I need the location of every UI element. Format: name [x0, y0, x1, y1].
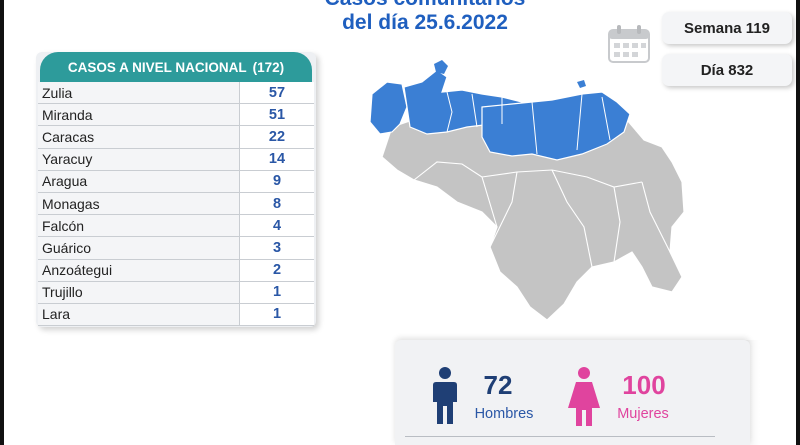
state-value: 1: [239, 281, 314, 303]
map-region-lines-blue: [446, 91, 611, 155]
state-value: 4: [239, 215, 314, 237]
table-row: Yaracuy 14: [38, 148, 314, 171]
title-date: del día 25.6.2022: [342, 11, 508, 34]
state-value: 9: [239, 170, 314, 192]
state-name: Miranda: [38, 104, 239, 126]
table-row: Guárico 3: [38, 237, 314, 260]
state-value: 22: [239, 126, 314, 148]
table-row: Lara 1: [38, 303, 314, 327]
male-label: Hombres: [474, 406, 534, 422]
cases-table-total: (172): [252, 59, 285, 75]
table-row: Miranda 51: [38, 104, 314, 127]
table-row: Zulia 57: [38, 82, 314, 105]
title-partial: Casos comunitarios: [300, 0, 550, 11]
male-count: 72: [483, 370, 513, 400]
state-name: Monagas: [38, 192, 239, 215]
state-name: Zulia: [38, 82, 239, 104]
male-icon: [433, 367, 457, 424]
state-value: 14: [239, 148, 314, 170]
state-name: Falcón: [38, 215, 239, 237]
female-count: 100: [622, 370, 666, 400]
table-row: Trujillo 1: [38, 281, 314, 304]
state-name: Yaracuy: [38, 148, 239, 170]
venezuela-map: [369, 60, 685, 321]
table-row: Falcón 4: [38, 215, 314, 238]
map-highlight-zulia: [369, 81, 408, 135]
female-label: Mujeres: [617, 406, 669, 422]
state-value: 1: [239, 303, 314, 326]
cases-table-header: CASOS A NIVEL NACIONAL (172): [40, 52, 312, 82]
state-name: Anzoátegui: [38, 259, 239, 281]
frame-edge-right: [796, 0, 800, 445]
map-island: [434, 60, 448, 74]
state-value: 8: [239, 192, 314, 215]
map-island-east: [577, 80, 586, 88]
table-row: Aragua 9: [38, 170, 314, 193]
week-badge: Semana 119: [662, 12, 792, 44]
state-name: Lara: [38, 303, 239, 326]
state-value: 57: [239, 82, 314, 104]
table-row: Caracas 22: [38, 126, 314, 149]
state-name: Trujillo: [38, 281, 239, 303]
table-row: Anzoátegui 2: [38, 259, 314, 282]
state-value: 51: [239, 104, 314, 126]
cases-table-rows: Zulia 57 Miranda 51 Caracas 22 Yaracuy 14 Ar…: [38, 82, 314, 327]
cases-table-heading: CASOS A NIVEL NACIONAL: [67, 59, 247, 75]
state-name: Caracas: [38, 126, 239, 148]
map-highlight-east: [481, 91, 631, 161]
day-badge: Día 832: [662, 54, 792, 86]
stats-divider: [405, 436, 715, 437]
map-region-lines: [413, 161, 671, 268]
state-value: 2: [239, 259, 314, 281]
state-name: Guárico: [38, 237, 239, 259]
state-name: Aragua: [38, 170, 239, 192]
frame-edge-left: [0, 0, 4, 445]
calendar-icon: [608, 25, 650, 63]
state-value: 3: [239, 237, 314, 259]
table-row: Monagas 8: [38, 192, 314, 216]
female-icon: [568, 367, 600, 426]
